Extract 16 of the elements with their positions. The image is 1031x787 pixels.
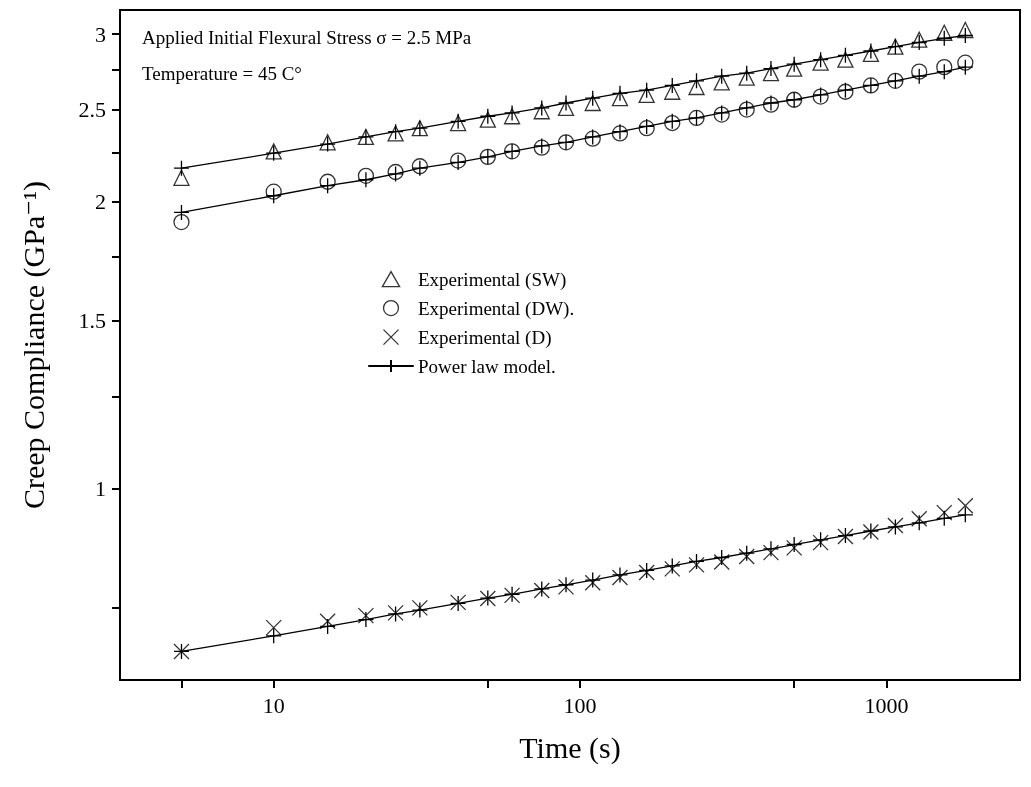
y-tick-label: 2 <box>95 189 106 215</box>
y-tick-label: 2.5 <box>78 97 106 123</box>
y-axis-title: Creep Compliance (GPa⁻¹) <box>16 180 51 510</box>
x-axis-title: Time (s) <box>519 730 621 765</box>
x-tick-label: 1000 <box>864 692 909 718</box>
legend-label: Experimental (SW) <box>418 268 567 291</box>
legend-label: Power law model. <box>418 355 556 377</box>
x-tick-label: 10 <box>262 692 285 718</box>
y-tick-label: 1.5 <box>78 308 106 334</box>
legend-label: Experimental (DW). <box>418 297 575 320</box>
annotation: Applied Initial Flexural Stress σ = 2.5 MPa <box>142 27 472 48</box>
y-tick-label: 1 <box>95 476 106 502</box>
annotation: Temperature = 45 C° <box>142 63 302 84</box>
y-tick-label: 3 <box>95 21 106 47</box>
legend-label: Experimental (D) <box>418 326 552 349</box>
x-tick-label: 100 <box>563 692 597 718</box>
